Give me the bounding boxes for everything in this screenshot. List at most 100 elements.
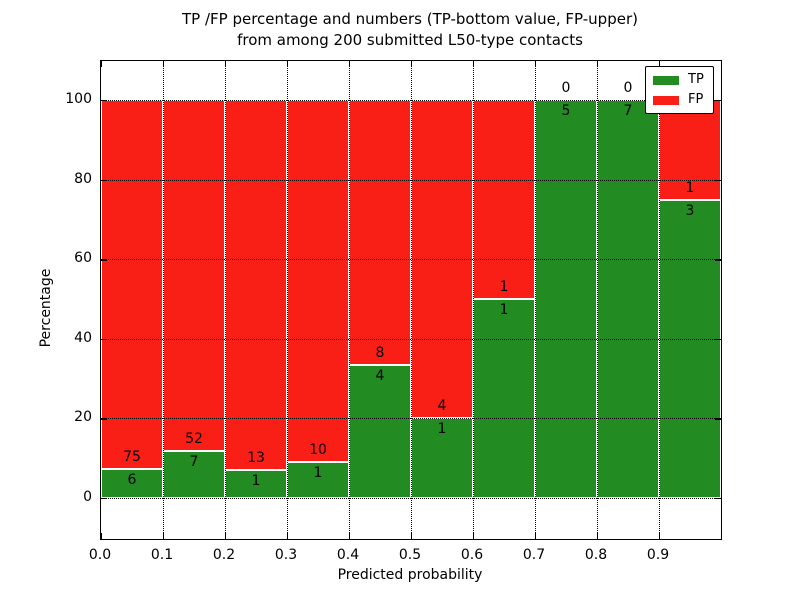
x-tick-label-0.8: 0.8 [584,547,608,563]
gridline-y-20 [101,418,721,420]
y-tick-right-60 [715,259,721,261]
gridline-x-0.1 [162,61,164,539]
x-tick-top-7 [535,61,537,67]
bar-segment-fp-2 [225,100,287,470]
y-tick-right-80 [715,179,721,181]
bar-segment-tp-7 [535,100,597,498]
bar-fp-count-4: 8 [375,345,385,362]
legend-label-fp: FP [688,92,704,107]
gridline-x-0.2 [224,61,226,539]
y-tick-label-60: 60 [74,250,92,267]
bar-fp-count-1: 52 [185,430,203,447]
gridline-x-0.7 [534,61,536,539]
legend-swatch-tp [653,75,679,85]
y-tick-left-40 [101,338,107,341]
bar-tp-count-5: 1 [437,421,447,438]
y-tick-left-20 [101,418,107,420]
x-tick-label-0.4: 0.4 [336,547,360,563]
bar-segment-fp-3 [287,100,349,462]
x-tick-label-0.0: 0.0 [88,547,112,563]
gridline-x-0.5 [410,61,412,539]
y-tick-left-0 [101,498,107,500]
x-tick-bottom-8 [597,533,599,539]
gridline-y-0 [101,498,721,499]
x-tick-label-0.1: 0.1 [150,547,174,563]
bar-tp-count-0: 6 [127,471,137,488]
bar-tp-count-6: 1 [499,302,509,318]
bar-fp-count-0: 75 [123,448,141,465]
legend-entry-tp: TP [653,73,706,87]
x-tick-top-6 [473,61,475,67]
gridline-x-0.9 [658,61,660,539]
y-tick-label-20: 20 [74,409,92,426]
bar-fp-count-3: 10 [309,441,327,458]
gridline-y-80 [101,179,721,181]
x-tick-bottom-2 [225,533,227,539]
x-tick-bottom-3 [287,533,289,539]
bar-segment-tp-2 [225,469,287,498]
y-tick-left-60 [101,259,107,261]
gridline-y-60 [101,259,721,261]
gridline-x-0.3 [286,61,288,539]
x-tick-label-0.9: 0.9 [646,547,670,563]
x-tick-label-0.7: 0.7 [522,547,546,563]
legend-label-tp: TP [688,72,704,87]
x-tick-bottom-5 [411,533,413,539]
bar-segment-fp-0 [101,100,163,469]
legend: TP FP [645,66,714,114]
x-axis-label: Predicted probability [337,567,483,583]
gridline-x-0.4 [348,61,350,539]
x-tick-label-0.2: 0.2 [212,547,236,563]
bar-segment-tp-1 [163,450,225,498]
plot-area: 75 6 52 7 13 1 10 1 8 4 4 1 1 1 0 5 0 7 1 3 [100,60,722,540]
x-tick-top-3 [287,61,289,67]
x-tick-bottom-6 [473,533,475,539]
gridline-y-100 [101,100,721,101]
y-tick-right-40 [715,338,721,341]
x-tick-top-9 [659,61,661,67]
bar-tp-count-2: 1 [251,472,261,489]
bar-fp-count-6: 1 [499,279,509,295]
bar-tp-count-9: 3 [685,202,695,219]
y-tick-right-100 [715,100,721,102]
bar-segment-tp-0 [101,468,163,498]
y-tick-left-80 [101,179,107,181]
legend-entry-fp: FP [653,93,706,107]
bar-fp-count-8: 0 [623,80,633,96]
bar-tp-count-7: 5 [561,103,571,119]
x-tick-top-5 [411,61,413,67]
bar-segment-fp-1 [163,100,225,451]
y-tick-label-100: 100 [65,91,92,107]
y-tick-left-100 [101,100,107,102]
x-tick-bottom-0 [101,533,103,539]
y-tick-right-20 [715,418,721,420]
x-tick-top-0 [101,61,103,67]
chart-title-line2: from among 200 submitted L50-type contac… [237,31,583,49]
chart-title-line1: TP /FP percentage and numbers (TP-bottom… [182,10,638,28]
bar-fp-count-2: 13 [247,449,265,466]
x-tick-top-4 [349,61,351,67]
bar-tp-count-4: 4 [375,368,385,385]
y-tick-label-0: 0 [83,489,92,505]
gridline-x-0.6 [472,61,474,539]
bar-tp-count-8: 7 [623,103,633,119]
gridline-x-0.8 [596,61,598,539]
bar-fp-count-5: 4 [437,398,447,415]
x-tick-top-2 [225,61,227,67]
bar-fp-count-9: 1 [685,179,695,196]
x-tick-bottom-9 [659,533,661,539]
bar-tp-count-1: 7 [189,453,199,470]
bar-segment-fp-6 [473,100,535,299]
bar-fp-count-7: 0 [561,80,571,96]
bar-segment-tp-4 [349,365,411,498]
x-tick-label-0.3: 0.3 [274,547,298,563]
x-tick-label-0.5: 0.5 [398,547,422,563]
chart-title: TP /FP percentage and numbers (TP-bottom… [100,9,720,51]
bar-segment-tp-5 [411,418,473,498]
legend-swatch-fp [653,95,679,105]
x-tick-bottom-7 [535,533,537,539]
bar-segment-tp-6 [473,299,535,498]
bar-segment-tp-8 [597,100,659,498]
y-tick-label-40: 40 [74,329,92,346]
bar-segment-tp-9 [659,199,721,498]
